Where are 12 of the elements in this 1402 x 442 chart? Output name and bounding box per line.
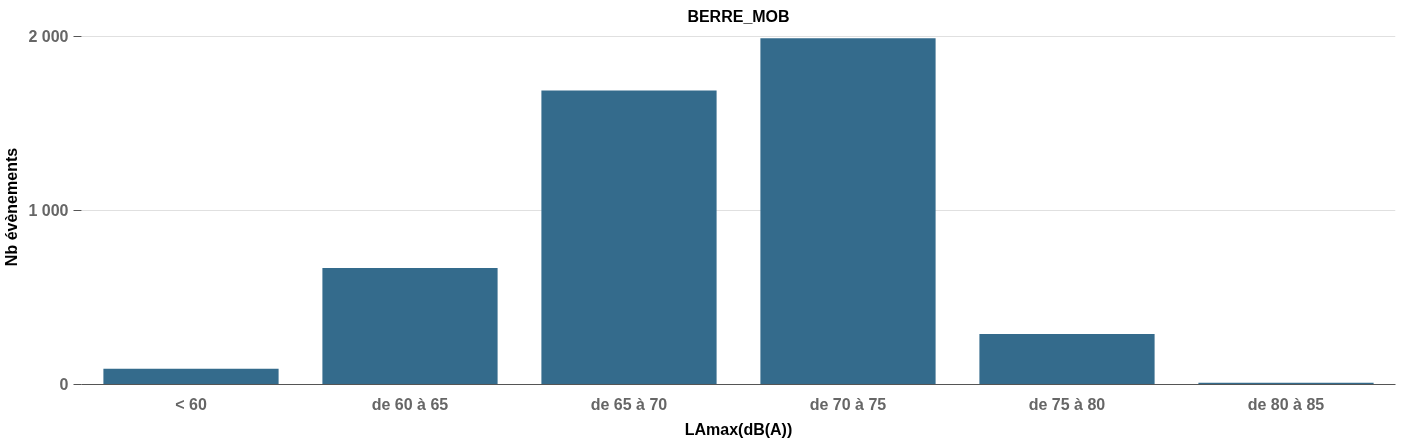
- x-tick-label: de 65 à 70: [590, 395, 668, 413]
- x-tick-label: de 80 à 85: [1247, 395, 1325, 413]
- x-tick-label: de 70 à 75: [809, 395, 887, 413]
- x-tick-label: de 75 à 80: [1028, 395, 1106, 413]
- chart-title: BERRE_MOB: [687, 7, 790, 25]
- y-axis-title: Nb évènements: [3, 147, 21, 267]
- x-tick-label: de 60 à 65: [371, 395, 449, 413]
- x-tick-label: < 60: [175, 395, 207, 413]
- y-tick-label: 2 000: [28, 27, 69, 45]
- y-tick-label: 0: [59, 376, 69, 393]
- x-axis-title: LAmax(dB(A)): [684, 420, 793, 438]
- y-tick-label: 1 000: [28, 201, 69, 219]
